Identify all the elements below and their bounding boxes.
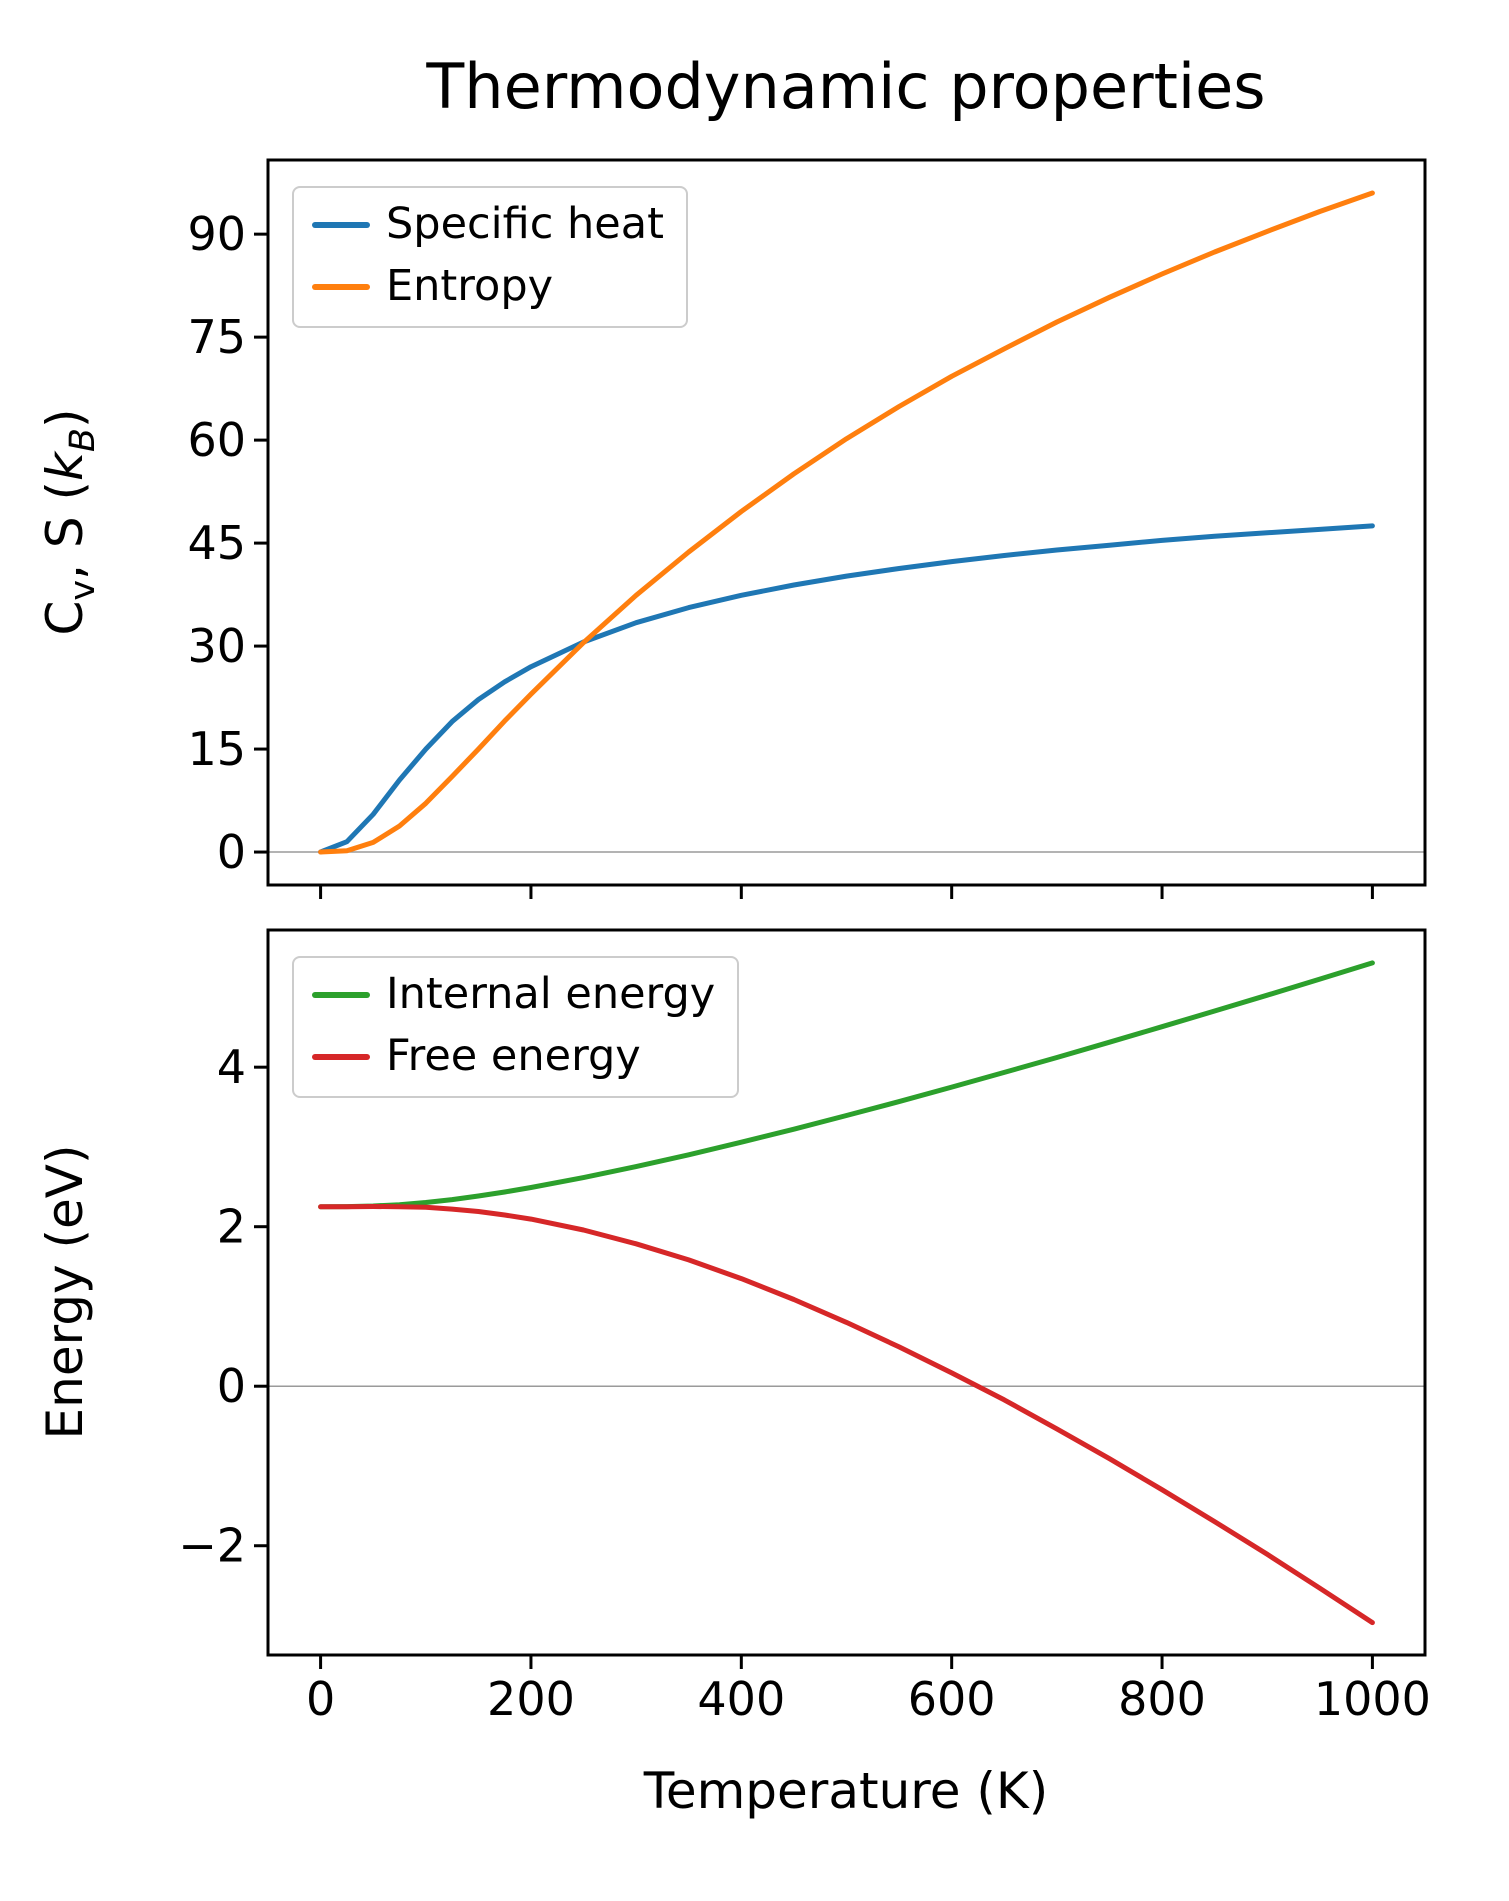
x-tick-label: 400 [697, 1672, 785, 1726]
curve-internal-energy [318, 960, 1375, 1210]
y-tick-label: 15 [187, 722, 246, 776]
legend-bottom-plot: Internal energy Free energy [292, 956, 740, 1098]
x-tick-label: 600 [908, 1672, 996, 1726]
legend-line-specific-heat [312, 221, 370, 228]
legend-label-free-energy: Free energy [386, 1030, 641, 1081]
plot-areas: 0 15 30 45 60 75 90 0 200 400 600 800 1000 −2 0 2 4 [178, 158, 1431, 1726]
legend-line-free-energy [312, 1053, 370, 1060]
curve-free-energy [318, 1204, 1375, 1626]
plot-spines [266, 158, 1427, 887]
y-tick-label: −2 [178, 1519, 246, 1573]
plot-spines [266, 928, 1427, 1657]
legend-entry-internal-energy: Internal energy [312, 968, 715, 1022]
x-axis-label: Temperature (K) [643, 1762, 1048, 1820]
x-tick-label: 800 [1118, 1672, 1206, 1726]
legend-entry-specific-heat: Specific heat [312, 198, 664, 252]
figure-title: Thermodynamic properties [425, 50, 1265, 123]
y-axis-label-top: Cv, S (kB) [36, 408, 103, 635]
y-tick-label: 30 [187, 619, 246, 673]
legend-entry-entropy: Entropy [312, 260, 664, 314]
plot-area-1: 0 200 400 600 800 1000 −2 0 2 4 [178, 928, 1431, 1726]
legend-line-internal-energy [312, 991, 370, 998]
x-tick-label: 1000 [1314, 1672, 1431, 1726]
legend-top-plot: Specific heat Entropy [292, 186, 688, 328]
legend-label-specific-heat: Specific heat [386, 199, 664, 249]
x-tick-label: 0 [306, 1672, 335, 1726]
y-tick-label: 0 [217, 1359, 246, 1413]
y-tick-label: 0 [217, 825, 246, 879]
y-axis-label-bottom: Energy (eV) [36, 1145, 94, 1440]
y-tick-label: 90 [187, 207, 246, 261]
legend-entry-free-energy: Free energy [312, 1030, 715, 1084]
legend-line-entropy [312, 283, 370, 290]
legend-label-entropy: Entropy [386, 260, 554, 311]
y-tick-label: 4 [217, 1040, 246, 1094]
curve-entropy [318, 190, 1375, 855]
y-tick-label: 45 [187, 516, 246, 570]
y-tick-label: 75 [187, 310, 246, 364]
x-tick-label: 200 [487, 1672, 575, 1726]
curve-specific-heat [318, 523, 1375, 855]
legend-label-internal-energy: Internal energy [386, 969, 716, 1019]
y-tick-label: 60 [187, 413, 246, 467]
plot-area-0: 0 15 30 45 60 75 90 [187, 158, 1427, 899]
y-tick-label: 2 [217, 1200, 246, 1254]
